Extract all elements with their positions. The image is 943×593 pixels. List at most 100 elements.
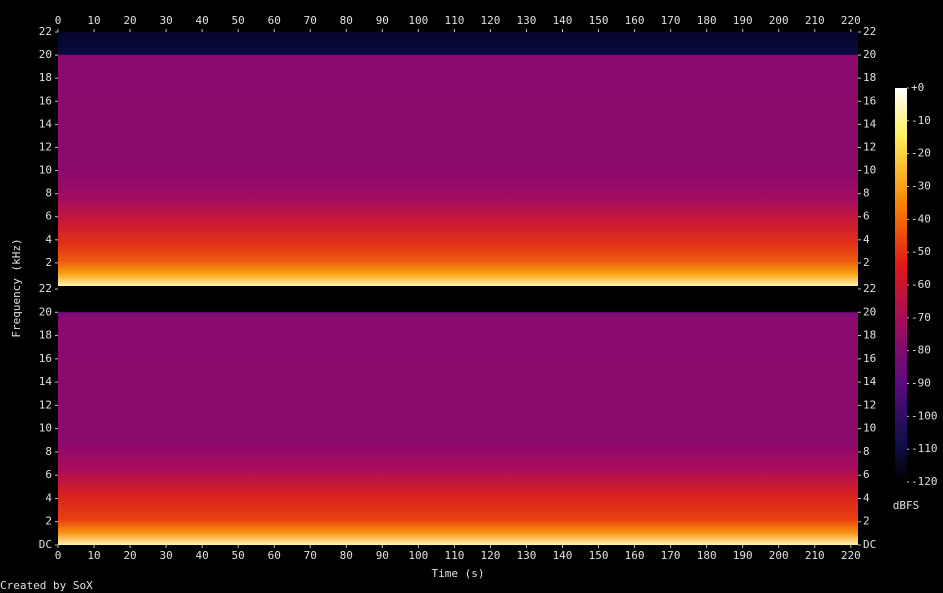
x-tick-label: 180 [697, 14, 717, 27]
x-tick-label: 60 [268, 549, 281, 562]
x-tick-label: 50 [232, 549, 245, 562]
x-tick-label: 140 [553, 14, 573, 27]
x-tick-label: 180 [697, 549, 717, 562]
y-tick-label-right: 8 [863, 187, 870, 200]
x-tick-label: 40 [196, 549, 209, 562]
x-tick-label: 150 [589, 14, 609, 27]
y-tick-label: 16 [39, 94, 52, 107]
y-tick-label-right: 12 [863, 398, 876, 411]
x-tick-label: 50 [232, 14, 245, 27]
x-tick-label: 220 [841, 549, 861, 562]
x-tick-label: 130 [517, 14, 537, 27]
y-tick-label-right: 16 [863, 94, 876, 107]
colorbar-tick-label: -30 [911, 180, 931, 193]
y-tick-label-right: DC [863, 538, 876, 551]
x-tick-label: 100 [408, 14, 428, 27]
y-tick-label-right: 20 [863, 48, 876, 61]
y-tick-label: 8 [45, 187, 52, 200]
x-tick-label: 0 [55, 549, 62, 562]
x-tick-label: 190 [733, 549, 753, 562]
y-tick-label-right: 6 [863, 468, 870, 481]
y-tick-label: 2 [45, 515, 52, 528]
y-tick-label: 4 [45, 491, 52, 504]
spectrogram-image [58, 32, 858, 286]
x-tick-label: 170 [661, 14, 681, 27]
colorbar-tick-label: -20 [911, 147, 931, 160]
colorbar-tick-label: -50 [911, 245, 931, 258]
colorbar-tick-label: +0 [911, 81, 924, 94]
x-tick-label: 110 [444, 14, 464, 27]
y-tick-label: 18 [39, 71, 52, 84]
colorbar-tick-label: -40 [911, 212, 931, 225]
y-tick-label-right: 20 [863, 305, 876, 318]
x-tick-label: 10 [87, 14, 100, 27]
y-tick-label-right: 18 [863, 329, 876, 342]
colorbar-label: dBFS [893, 499, 920, 512]
y-tick-label-right: 2 [863, 515, 870, 528]
x-tick-label: 0 [55, 14, 62, 27]
y-tick-label: 6 [45, 468, 52, 481]
x-tick-label: 30 [159, 549, 172, 562]
y-tick-label: 12 [39, 398, 52, 411]
y-tick-label: 6 [45, 210, 52, 223]
colorbar-tick-label: -70 [911, 311, 931, 324]
y-tick-label-right: 6 [863, 210, 870, 223]
x-tick-label: 40 [196, 14, 209, 27]
x-tick-label: 120 [480, 549, 500, 562]
spectrogram-image [58, 289, 858, 545]
x-tick-label: 70 [304, 14, 317, 27]
y-tick-label: 14 [39, 117, 53, 130]
x-tick-label: 70 [304, 549, 317, 562]
colorbar [895, 88, 907, 482]
x-axis-label: Time (s) [432, 567, 485, 580]
x-tick-label: 210 [805, 14, 825, 27]
y-tick-label: 22 [39, 282, 52, 295]
x-tick-label: 150 [589, 549, 609, 562]
x-tick-label: 160 [625, 14, 645, 27]
x-tick-label: 80 [340, 549, 353, 562]
x-tick-label: 30 [159, 14, 172, 27]
y-tick-label: 20 [39, 48, 52, 61]
x-tick-label: 190 [733, 14, 753, 27]
x-tick-label: 220 [841, 14, 861, 27]
x-tick-label: 90 [376, 549, 389, 562]
colorbar-tick-label: -120 [911, 475, 938, 488]
y-tick-label: 14 [39, 375, 53, 388]
x-tick-label: 90 [376, 14, 389, 27]
x-tick-label: 100 [408, 549, 428, 562]
x-tick-label: 110 [444, 549, 464, 562]
x-tick-label: 120 [480, 14, 500, 27]
y-axis-label: Frequency (kHz) [10, 238, 23, 337]
x-tick-label: 210 [805, 549, 825, 562]
y-tick-label: 2 [45, 256, 52, 269]
x-tick-label: 80 [340, 14, 353, 27]
y-tick-label: 10 [39, 164, 52, 177]
y-tick-label: 20 [39, 305, 52, 318]
y-tick-label-right: 16 [863, 352, 876, 365]
y-tick-label: 10 [39, 422, 52, 435]
y-tick-label: 22 [39, 25, 52, 38]
footer: Created by SoX [0, 579, 93, 592]
x-tick-label: 200 [769, 549, 789, 562]
colorbar-tick-label: -10 [911, 114, 931, 127]
y-tick-label-right: 22 [863, 282, 876, 295]
y-tick-label: 16 [39, 352, 52, 365]
x-tick-label: 20 [123, 14, 136, 27]
y-tick-label-right: 4 [863, 233, 870, 246]
y-tick-label-right: 14 [863, 117, 877, 130]
y-tick-label-right: 10 [863, 422, 876, 435]
x-tick-label: 130 [517, 549, 537, 562]
x-tick-label: 10 [87, 549, 100, 562]
y-tick-label-right: 14 [863, 375, 877, 388]
y-tick-label: DC [39, 538, 52, 551]
y-tick-label-right: 12 [863, 140, 876, 153]
y-tick-label-right: 22 [863, 25, 876, 38]
y-tick-label-right: 18 [863, 71, 876, 84]
x-tick-label: 200 [769, 14, 789, 27]
colorbar-tick-label: -60 [911, 278, 931, 291]
colorbar-tick-label: -90 [911, 377, 931, 390]
y-tick-label-right: 2 [863, 256, 870, 269]
x-tick-label: 60 [268, 14, 281, 27]
y-tick-label-right: 8 [863, 445, 870, 458]
